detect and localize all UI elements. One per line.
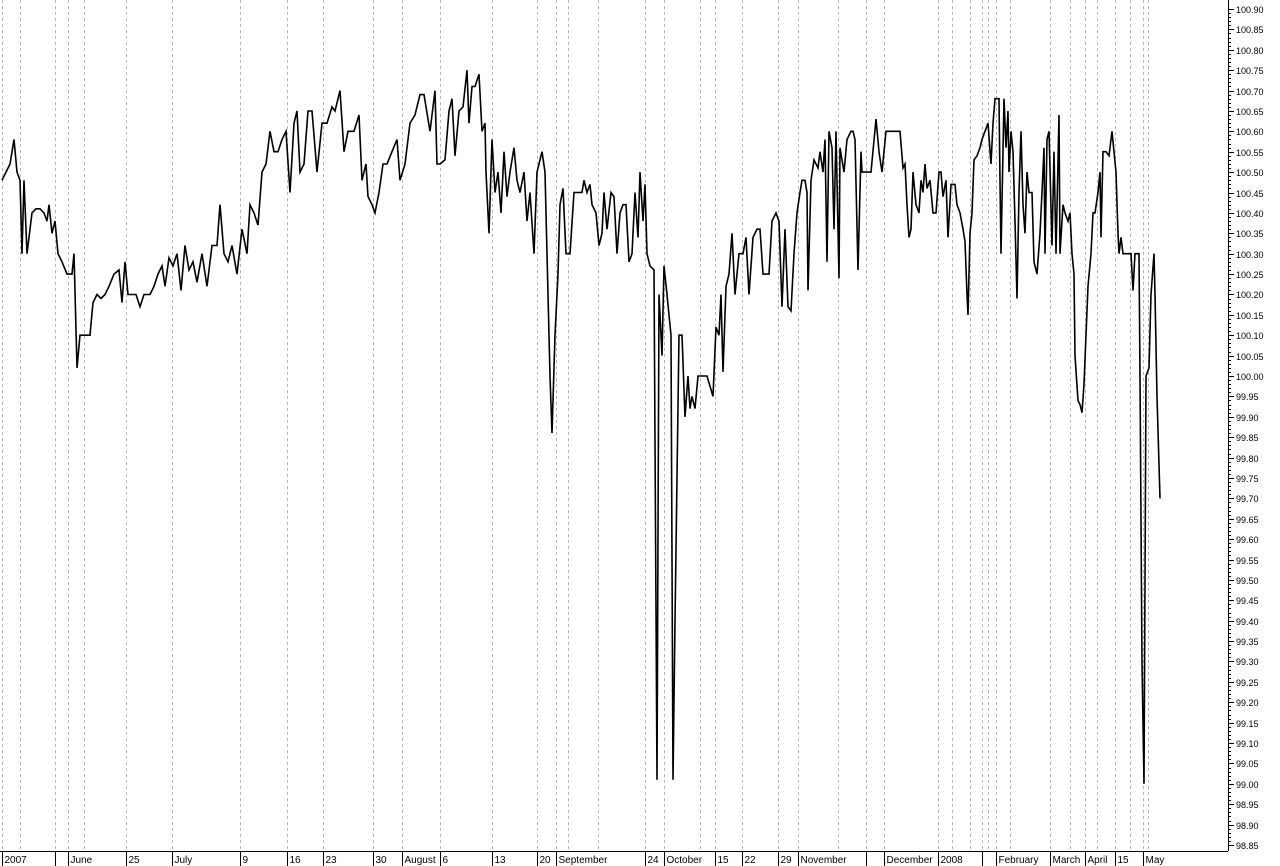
y-tick-label: 99.05	[1236, 759, 1259, 769]
y-tick-label: 99.40	[1236, 617, 1259, 627]
x-tick-label: 20	[540, 855, 552, 866]
y-tick-label: 100.20	[1236, 290, 1264, 300]
y-tick-label: 99.90	[1236, 413, 1259, 423]
y-tick-label: 99.60	[1236, 535, 1259, 545]
y-tick-label: 99.65	[1236, 515, 1259, 525]
x-axis: 2007 June 25 July 9 16 23 30 August 6 13 20 Septembe…	[0, 851, 1228, 866]
x-tick-label: 9	[243, 855, 249, 866]
y-tick-label: 99.20	[1236, 698, 1259, 708]
x-tick-label: 15	[1118, 855, 1130, 866]
y-axis: 100.90 100.85 100.80 100.75 100.70 100.65 100.…	[1228, 0, 1264, 851]
y-tick-label: 99.80	[1236, 454, 1259, 464]
price-series	[1, 70, 1161, 784]
y-tick-label: 100.55	[1236, 148, 1264, 158]
y-tick-label: 99.70	[1236, 494, 1259, 504]
y-tick-label: 100.15	[1236, 311, 1264, 321]
y-tick-label: 100.00	[1236, 372, 1264, 382]
y-tick-label: 100.45	[1236, 189, 1264, 199]
y-tick-label: 100.35	[1236, 229, 1264, 239]
x-tick-label: 2007	[5, 855, 28, 866]
y-tick-label: 100.30	[1236, 250, 1264, 260]
x-tick-label: 2008	[941, 855, 964, 866]
x-tick-label: 24	[648, 855, 660, 866]
x-tick-label: October	[667, 855, 703, 866]
x-tick-label: March	[1053, 855, 1081, 866]
x-tick-label: 25	[129, 855, 141, 866]
x-tick-label: 22	[745, 855, 757, 866]
y-tick-label: 99.85	[1236, 433, 1259, 443]
y-tick-label: 100.10	[1236, 331, 1264, 341]
x-tick-label: December	[887, 855, 934, 866]
y-tick-label: 98.85	[1236, 841, 1259, 851]
x-tick-label: November	[801, 855, 848, 866]
y-tick-label: 98.95	[1236, 800, 1259, 810]
x-tick-label: 16	[290, 855, 302, 866]
y-tick-label: 99.30	[1236, 657, 1259, 667]
grid-lines	[2, 0, 1149, 851]
y-tick-label: 100.75	[1236, 66, 1264, 76]
y-tick-label: 99.00	[1236, 780, 1259, 790]
x-tick-label: May	[1146, 855, 1165, 866]
y-tick-label: 99.50	[1236, 576, 1259, 586]
x-tick-label: April	[1088, 855, 1108, 866]
y-tick-label: 100.90	[1236, 5, 1264, 15]
x-tick-label: June	[71, 855, 93, 866]
x-tick-label: July	[175, 855, 193, 866]
y-tick-label: 100.80	[1236, 46, 1264, 56]
x-tick-label: 6	[443, 855, 449, 866]
x-tick-label: September	[559, 855, 609, 866]
y-tick-label: 100.70	[1236, 87, 1264, 97]
x-tick-label: 13	[495, 855, 507, 866]
y-tick-label: 99.95	[1236, 392, 1259, 402]
y-tick-label: 100.40	[1236, 209, 1264, 219]
y-tick-label: 99.15	[1236, 719, 1259, 729]
y-tick-label: 100.05	[1236, 352, 1264, 362]
x-tick-label: 30	[376, 855, 388, 866]
y-tick-label: 100.25	[1236, 270, 1264, 280]
y-tick-label: 99.55	[1236, 556, 1259, 566]
y-tick-label: 100.65	[1236, 107, 1264, 117]
y-tick-label: 99.10	[1236, 739, 1259, 749]
y-tick-label: 99.75	[1236, 474, 1259, 484]
price-line	[1, 70, 1161, 784]
y-tick-label: 99.45	[1236, 596, 1259, 606]
y-tick-label: 100.60	[1236, 127, 1264, 137]
x-tick-label: February	[999, 855, 1039, 866]
y-tick-label: 98.90	[1236, 821, 1259, 831]
y-tick-label: 99.35	[1236, 637, 1259, 647]
x-tick-label: 15	[718, 855, 730, 866]
y-tick-label: 99.25	[1236, 678, 1259, 688]
x-tick-label: August	[405, 855, 436, 866]
x-tick-label: 23	[326, 855, 338, 866]
x-tick-label: 29	[781, 855, 793, 866]
y-tick-label: 100.50	[1236, 168, 1264, 178]
y-tick-label: 100.85	[1236, 25, 1264, 35]
